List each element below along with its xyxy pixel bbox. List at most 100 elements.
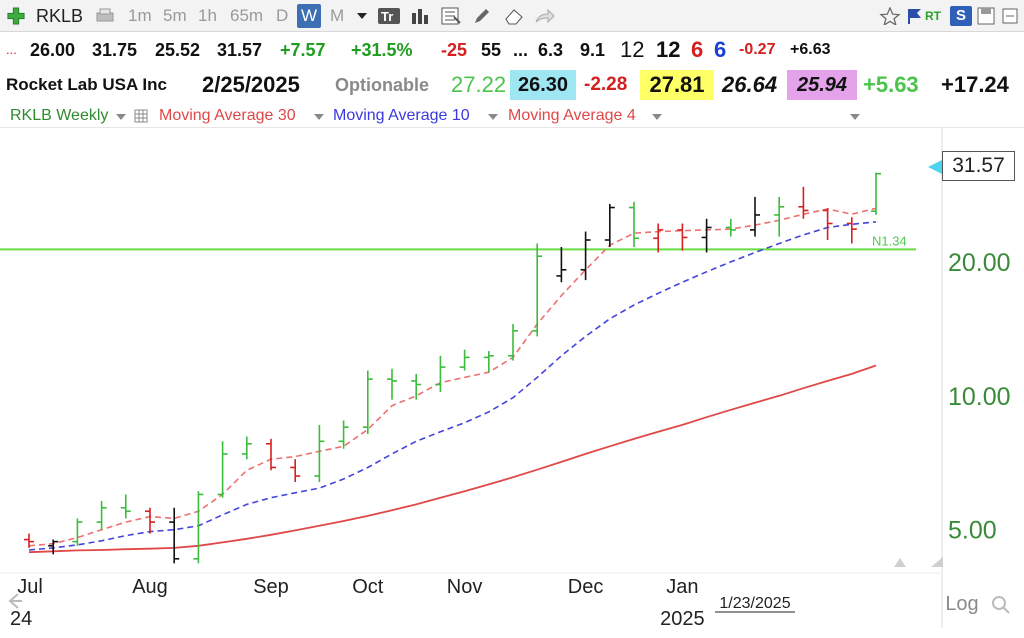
toolbar: RKLB 1m 5m 1h 65m D W M Tr RT S [0, 0, 1024, 32]
close-price: 31.57 [217, 40, 263, 60]
ohlc-bar [483, 351, 494, 373]
interval-1m[interactable]: 1m [128, 6, 152, 25]
zoom-icon[interactable] [990, 594, 1012, 616]
flag-icon[interactable] [905, 7, 925, 25]
ohlc-bar [725, 218, 736, 237]
x-tick-label: Log [945, 593, 978, 615]
symbol-field[interactable]: RKLB [36, 6, 84, 26]
zoom-corner-icon[interactable] [930, 556, 944, 568]
row2-value-4: 27.81 [640, 70, 714, 100]
ohlc-bar [290, 459, 301, 482]
row2-value-6: 25.94 [787, 70, 857, 100]
legend-ma30-dropdown-icon[interactable] [314, 114, 324, 120]
row1-value-11: +6.63 [790, 41, 831, 58]
row1-lead: ... [6, 42, 17, 57]
x-tick-label: 2025 [660, 608, 705, 630]
ohlc-bar [241, 436, 252, 460]
row1-value-1: -25 [441, 40, 468, 60]
bar-chart-icon[interactable] [410, 7, 432, 25]
indicator-legend: RKLB Weekly Moving Average 30 Moving Ave… [0, 104, 1024, 128]
rt-label[interactable]: RT [925, 9, 941, 23]
ohlc-bar [459, 349, 470, 371]
star-icon[interactable] [878, 7, 902, 25]
x-tick-label: Nov [447, 576, 483, 598]
ohlc-bar [701, 218, 712, 253]
row1-value-9: 6 [714, 37, 727, 62]
ohlc-bar [411, 373, 422, 400]
legend-ma10[interactable]: Moving Average 10 [333, 107, 470, 124]
ohlc-bar [556, 247, 567, 283]
ohlc-bar [72, 518, 83, 546]
print-icon[interactable] [94, 7, 116, 25]
row1-value-6: 12 [620, 37, 645, 62]
scroll-left-icon[interactable] [4, 590, 26, 612]
last-price-label: 31.57 [942, 151, 1015, 181]
legend-ma30[interactable]: Moving Average 30 [159, 107, 296, 124]
s-menu-icon[interactable]: S [950, 6, 972, 26]
quote-date: 2/25/2025 [202, 72, 300, 97]
legend-main-series[interactable]: RKLB Weekly [10, 107, 109, 124]
ohlc-bar [532, 243, 543, 337]
open-price: 26.00 [30, 40, 76, 60]
tools-icon[interactable] [1000, 7, 1020, 25]
quote-row-1: ... 26.00 31.75 25.52 31.57 +7.57 +31.5%… [0, 35, 1024, 65]
last-price-marker-icon [928, 160, 942, 174]
interval-65m[interactable]: 65m [230, 6, 264, 25]
row1-value-10: -0.27 [739, 41, 776, 58]
legend-main-dropdown-icon[interactable] [116, 114, 126, 120]
price-chart[interactable]: N1.34 5.00 10.00 20.00 Jul Aug Sep Oct Nov Dec J… [0, 128, 1024, 638]
ohlc-bar [314, 424, 325, 482]
panel-menu-icon[interactable] [850, 114, 860, 120]
ma4-line [28, 207, 877, 547]
company-name: Rocket Lab USA Inc [6, 75, 167, 94]
scroll-up-icon[interactable] [893, 556, 907, 568]
pencil-icon[interactable] [472, 7, 492, 25]
x-tick-label: Jan [666, 576, 698, 598]
y-tick-label: 5.00 [948, 517, 997, 545]
x-tick-label: Aug [132, 576, 168, 598]
ohlc-bar [24, 533, 34, 548]
ohlc-bar [604, 203, 615, 248]
ohlc-bar [169, 507, 180, 564]
ohlc-bar [774, 196, 785, 237]
ma30-line [28, 364, 877, 554]
share-icon[interactable] [533, 7, 557, 25]
legend-ma10-dropdown-icon[interactable] [488, 114, 498, 120]
interval-5m[interactable]: 5m [163, 6, 187, 25]
legend-ma4[interactable]: Moving Average 4 [508, 107, 636, 124]
ohlc-bar [338, 420, 349, 449]
row2-value-2: 26.30 [510, 70, 576, 100]
row1-value-8: 6 [691, 37, 704, 62]
svg-text:Tr: Tr [381, 9, 393, 24]
interval-m[interactable]: M [330, 6, 345, 25]
chevron-down-icon[interactable] [355, 7, 369, 25]
eraser-icon[interactable] [503, 7, 525, 25]
ohlc-bar [629, 201, 639, 248]
ohlc-bar [871, 172, 881, 215]
x-tick-label: Jul [17, 576, 43, 598]
ohlc-bar [798, 186, 809, 219]
legend-ma4-dropdown-icon[interactable] [652, 114, 662, 120]
calculator-icon[interactable] [440, 7, 462, 25]
ohlc-bar [677, 223, 688, 251]
x-tick-label: Sep [253, 576, 289, 598]
ohlc-bar [193, 491, 204, 564]
save-icon[interactable] [976, 7, 996, 25]
grid-icon[interactable] [134, 109, 148, 123]
interval-w[interactable]: W [297, 4, 321, 28]
x-tick-label: 1/23/2025 [719, 595, 790, 612]
row2-value-7: +5.63 [863, 72, 919, 97]
y-tick-label: 10.00 [948, 383, 1011, 411]
ohlc-bar [145, 507, 155, 534]
row1-value-3: ... [513, 40, 529, 60]
ohlc-bar [387, 368, 397, 400]
green-line-label: N1.34 [872, 233, 907, 248]
text-icon[interactable]: Tr [377, 7, 403, 25]
ohlc-bar [822, 208, 833, 240]
add-icon[interactable] [6, 7, 26, 25]
interval-d[interactable]: D [276, 6, 289, 25]
ohlc-bar [846, 217, 857, 244]
row1-value-5: 9.1 [580, 40, 606, 60]
interval-1h[interactable]: 1h [198, 6, 217, 25]
row2-value-1: 27.22 [451, 72, 507, 97]
